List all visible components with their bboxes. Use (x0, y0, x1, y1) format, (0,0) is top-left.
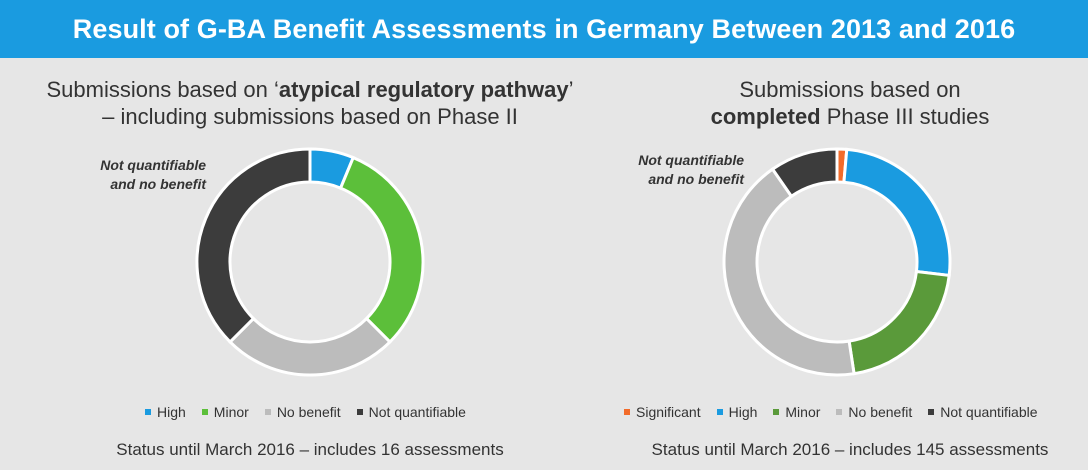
chart-title-right-line2: completed Phase III studies (710, 104, 990, 129)
legend-label: No benefit (848, 404, 913, 420)
legend-swatch-icon (836, 409, 843, 415)
legend-label: High (157, 404, 186, 420)
legend-label: Minor (785, 404, 821, 420)
legend-item-right-high: High (716, 404, 758, 420)
annotation-left: Not quantifiable and no benefit (100, 157, 206, 192)
legend-swatch-icon (773, 409, 780, 415)
legend-label: High (728, 404, 758, 420)
legend-label: Not quantifiable (940, 404, 1038, 420)
donut-slice-right-minor (847, 269, 951, 376)
legend-swatch-icon (624, 409, 630, 415)
legend-label: No benefit (276, 404, 341, 420)
legend-item-right-no-benefit: No benefit (836, 404, 912, 420)
legend-right: Significant High Minor No benefit Not quanti… (624, 404, 1038, 420)
legend-swatch-icon (928, 409, 935, 415)
annotation-right: Not quantifiable and no benefit (638, 152, 744, 187)
legend-item-right-significant: Significant (624, 404, 701, 420)
donut-slice-right-high (842, 147, 952, 278)
donut-chart-left (195, 147, 425, 377)
legend-swatch-icon (201, 409, 208, 415)
legend-item-left-not-quantifiable: Not quantifiable (356, 404, 466, 420)
legend-item-right-minor: Minor (773, 404, 820, 420)
donut-chart-right (722, 147, 952, 377)
legend-swatch-icon (716, 409, 723, 415)
legend-swatch-icon (145, 409, 151, 415)
chart-panel-left: Submissions based on ‘atypical regulator… (0, 58, 620, 470)
legend-item-right-not-quantifiable: Not quantifiable (928, 404, 1038, 420)
footnote-left: Status until March 2016 – includes 16 as… (116, 440, 504, 459)
donut-slice-left-no-benefit (227, 316, 393, 377)
chart-title-right: Submissions based on completed Phase III… (612, 76, 1088, 130)
donut-slice-right-not-quantifiable (770, 147, 839, 199)
donut-slice-left-minor (338, 155, 425, 345)
legend-label: Minor (213, 404, 249, 420)
chart-title-left-line2: – including submissions based on Phase I… (102, 104, 518, 129)
legend-swatch-icon (264, 409, 271, 415)
legend-item-left-minor: Minor (201, 404, 249, 420)
chart-title-right-line1: Submissions based on (739, 77, 961, 102)
legend-swatch-icon (356, 409, 363, 415)
legend-label: Significant (636, 404, 701, 420)
legend-item-left-high: High (145, 404, 186, 420)
page-title: Result of G-BA Benefit Assessments in Ge… (0, 0, 1088, 58)
chart-panel-right: Submissions based on completed Phase III… (612, 58, 1088, 470)
legend-left: High Minor No benefit Not quantifiable (145, 404, 466, 420)
chart-title-left: Submissions based on ‘atypical regulator… (0, 76, 620, 130)
footnote-right: Status until March 2016 – includes 145 a… (651, 440, 1049, 459)
chart-title-left-line1: Submissions based on ‘atypical regulator… (46, 77, 574, 102)
donut-slice-left-not-quantifiable (195, 147, 312, 345)
legend-label: Not quantifiable (368, 404, 466, 420)
legend-item-left-no-benefit: No benefit (264, 404, 341, 420)
donut-slice-right-no-benefit (722, 167, 856, 377)
